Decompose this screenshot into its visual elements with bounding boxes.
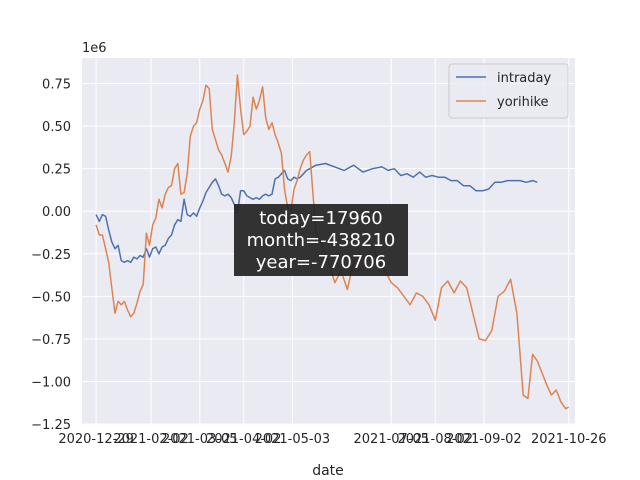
series-lines: [95, 74, 570, 410]
x-tick-label: 2021-08-02: [397, 432, 473, 447]
legend-label-intraday: intraday: [497, 71, 551, 86]
y-tick-label: −1.00: [31, 375, 71, 390]
y-tick-label: 0.25: [42, 163, 71, 178]
annotation-line-month: month=-438210: [247, 230, 396, 251]
y-tick-label: −0.25: [31, 248, 71, 263]
x-tick-label: 2021-04-02: [206, 432, 282, 447]
annotation-box: today=17960 month=-438210 year=-770706: [234, 204, 408, 276]
legend: intraday yorihike: [448, 63, 569, 119]
series-line-yorihike: [95, 74, 570, 410]
x-tick-label: 2021-07-05: [354, 432, 430, 447]
x-tick-label: 2021-03-05: [162, 432, 238, 447]
series-line-intraday: [95, 162, 538, 264]
y-tick-label: −1.25: [31, 418, 71, 433]
x-tick-labels: 2020-12-292021-02-022021-03-052021-04-02…: [58, 432, 606, 447]
y-tick-label: 0.00: [42, 205, 71, 220]
x-axis-label: date: [312, 463, 344, 479]
y-tick-label: 0.50: [42, 120, 71, 135]
y-tick-label: −0.50: [31, 290, 71, 305]
x-tick-label: 2021-09-02: [446, 432, 522, 447]
legend-label-yorihike: yorihike: [497, 95, 549, 110]
y-multiplier-label: 1e6: [82, 41, 107, 56]
y-tick-label: −0.75: [31, 333, 71, 348]
x-tick-label: 2021-02-02: [113, 432, 189, 447]
y-tick-labels: 0.75 0.50 0.25 0.00 −0.25 −0.50 −0.75 −1.00 −1.2…: [31, 78, 71, 433]
x-tick-label: 2021-05-03: [255, 432, 331, 447]
y-tick-label: 0.75: [42, 78, 71, 93]
x-tick-label: 2021-10-26: [531, 432, 607, 447]
x-tick-label: 2020-12-29: [58, 432, 134, 447]
annotation-line-year: year=-770706: [256, 252, 386, 273]
annotation-line-today: today=17960: [259, 208, 383, 229]
